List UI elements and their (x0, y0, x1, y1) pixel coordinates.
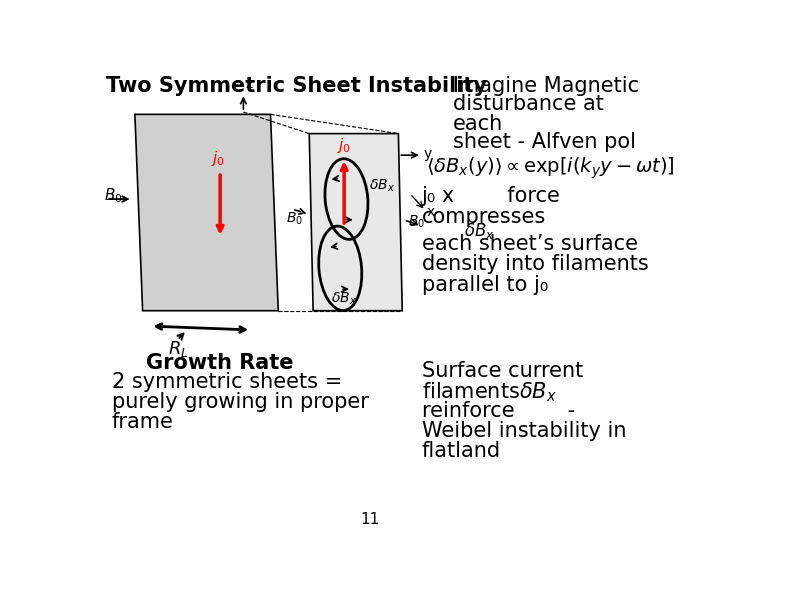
Text: $\langle\delta B_x(y)\rangle \propto \exp[i(k_y y - \omega t)]$: $\langle\delta B_x(y)\rangle \propto \ex… (426, 155, 674, 181)
Text: parallel to j₀: parallel to j₀ (422, 275, 548, 295)
Text: $\delta B_x$: $\delta B_x$ (331, 291, 357, 307)
Polygon shape (135, 115, 278, 311)
Text: purely growing in proper: purely growing in proper (112, 392, 369, 412)
Text: Imagine Magnetic: Imagine Magnetic (453, 76, 638, 96)
Text: 11: 11 (360, 512, 379, 527)
Text: $j_0$: $j_0$ (337, 136, 351, 155)
Text: $\delta B_x$: $\delta B_x$ (369, 178, 394, 194)
Text: $\delta B_x$: $\delta B_x$ (464, 221, 495, 241)
Polygon shape (310, 134, 402, 311)
Text: $B_0$: $B_0$ (286, 210, 303, 226)
Text: Two Symmetric Sheet Instability: Two Symmetric Sheet Instability (106, 76, 487, 96)
Text: density into filaments: density into filaments (422, 254, 648, 274)
Text: filaments$\delta B_x$: filaments$\delta B_x$ (422, 381, 557, 404)
Text: y: y (424, 146, 432, 161)
Text: z: z (246, 77, 253, 91)
Text: j₀ x        force: j₀ x force (422, 186, 561, 206)
Text: Growth Rate: Growth Rate (146, 353, 294, 373)
Text: 2 symmetric sheets =: 2 symmetric sheets = (112, 372, 342, 392)
Text: sheet - Alfven pol: sheet - Alfven pol (453, 132, 636, 152)
Text: Weibel instability in: Weibel instability in (422, 421, 626, 441)
Text: $R_L$: $R_L$ (168, 339, 189, 359)
Text: each: each (453, 115, 503, 134)
Text: $B_0$: $B_0$ (408, 214, 425, 230)
Text: compresses: compresses (422, 207, 546, 227)
Text: $B_0$: $B_0$ (104, 186, 122, 205)
Text: flatland: flatland (422, 441, 501, 461)
Text: Surface current: Surface current (422, 361, 583, 381)
Text: frame: frame (112, 412, 174, 433)
Text: x: x (427, 205, 435, 219)
Text: $j_0$: $j_0$ (211, 149, 225, 168)
Text: reinforce        -: reinforce - (422, 401, 574, 421)
Text: disturbance at: disturbance at (453, 94, 603, 113)
Text: each sheet’s surface: each sheet’s surface (422, 233, 638, 254)
